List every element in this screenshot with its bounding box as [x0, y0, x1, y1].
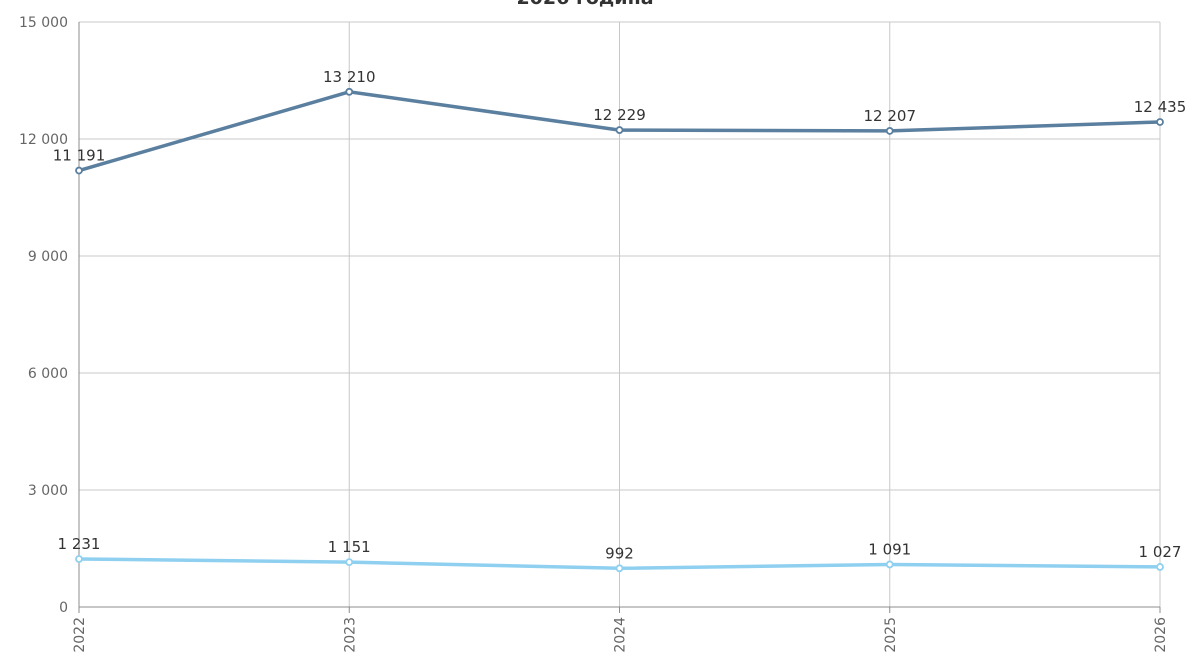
data-label: 11 191 [53, 147, 106, 165]
y-tick-label: 3 000 [28, 483, 68, 499]
data-label: 1 231 [58, 535, 101, 553]
y-tick-label: 15 000 [19, 15, 68, 31]
data-label: 1 091 [868, 540, 911, 558]
chart-title: 2026 година [516, 0, 653, 9]
data-label: 1 151 [328, 538, 371, 556]
data-label: 992 [605, 544, 634, 562]
y-tick-label: 9 000 [28, 249, 68, 265]
data-point [885, 127, 894, 135]
data-label: 13 210 [323, 68, 376, 86]
data-label: 1 027 [1139, 543, 1182, 561]
data-label: 12 435 [1134, 98, 1187, 116]
data-point [75, 555, 83, 563]
data-point [885, 560, 894, 569]
x-tick-label: 2025 [883, 617, 899, 653]
x-tick-label: 2024 [613, 617, 629, 653]
x-tick-label: 2022 [72, 617, 88, 653]
grid-lines [79, 21, 1161, 607]
x-tick-label: 2026 [1153, 617, 1169, 653]
data-point [615, 564, 624, 573]
series-1: 11 191 13 210 12 229 12 207 12 435 [53, 68, 1187, 175]
data-point [1156, 563, 1164, 571]
x-tick-label: 2023 [342, 617, 358, 653]
data-point [345, 558, 354, 567]
data-point [75, 166, 83, 175]
y-tick-label: 6 000 [28, 366, 68, 382]
data-point [615, 126, 624, 134]
data-label: 12 207 [864, 107, 917, 125]
data-point [345, 87, 354, 96]
data-point [1156, 118, 1164, 126]
series-2: 1 231 1 151 992 1 091 1 027 [58, 535, 1182, 573]
data-label: 12 229 [593, 106, 646, 124]
y-tick-label: 0 [59, 600, 68, 616]
y-tick-label: 12 000 [19, 132, 68, 148]
